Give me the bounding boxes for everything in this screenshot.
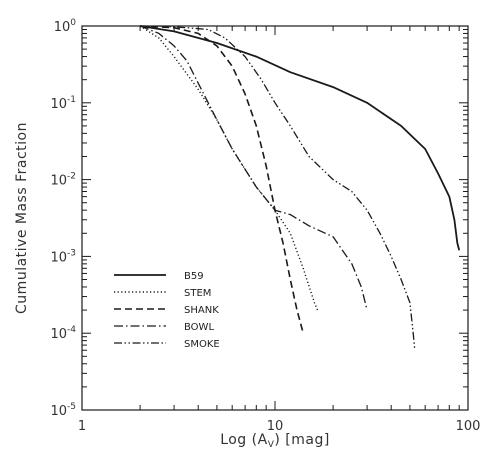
y-tick-label: 10-2 <box>50 172 76 189</box>
x-axis-label-text: Log (A <box>220 432 268 448</box>
series-line-smoke <box>158 25 416 351</box>
y-tick-base: 10 <box>50 174 67 189</box>
y-tick-label: 10-4 <box>50 325 76 342</box>
legend: B59 STEM SHANK BOWL SMOKE <box>114 271 220 350</box>
y-tick-exponent: -3 <box>67 248 76 258</box>
y-axis-label: Cumulative Mass Fraction <box>14 122 30 314</box>
plot-frame <box>81 25 469 411</box>
y-tick-label: 10-1 <box>50 95 76 112</box>
y-tick-label: 10-3 <box>50 248 76 265</box>
y-tick-label: 10-5 <box>50 402 76 419</box>
series-line-b59 <box>139 25 461 251</box>
y-tick-base: 10 <box>50 97 67 112</box>
x-axis-label: Log (AV) [mag] <box>220 432 330 450</box>
legend-label: SHANK <box>184 305 219 316</box>
legend-label: STEM <box>184 288 211 299</box>
legend-label: SMOKE <box>184 339 220 350</box>
plot-lines <box>139 25 461 351</box>
y-tick-base: 10 <box>54 20 71 35</box>
y-tick-exponent: -5 <box>67 402 76 412</box>
y-tick-base: 10 <box>50 327 67 342</box>
legend-label: BOWL <box>184 322 214 333</box>
series-line-stem <box>139 25 319 311</box>
series-line-bowl <box>139 25 368 311</box>
x-tick-label: 100 <box>456 419 481 434</box>
y-tick-exponent: -1 <box>67 95 76 105</box>
y-tick-base: 10 <box>50 404 67 419</box>
y-tick-base: 10 <box>50 250 67 265</box>
y-tick-exponent: 0 <box>70 18 76 28</box>
x-axis-label-subscript: V <box>268 440 275 450</box>
series-line-shank <box>140 25 304 334</box>
y-tick-exponent: -2 <box>67 172 76 182</box>
x-axis-label-text: ) [mag] <box>274 432 329 448</box>
legend-label: B59 <box>184 271 204 282</box>
x-tick-label: 10 <box>267 419 284 434</box>
axis-ticks <box>81 26 468 411</box>
x-tick-label: 1 <box>78 419 86 434</box>
y-tick-exponent: -4 <box>67 325 76 335</box>
y-tick-label: 100 <box>54 18 77 35</box>
